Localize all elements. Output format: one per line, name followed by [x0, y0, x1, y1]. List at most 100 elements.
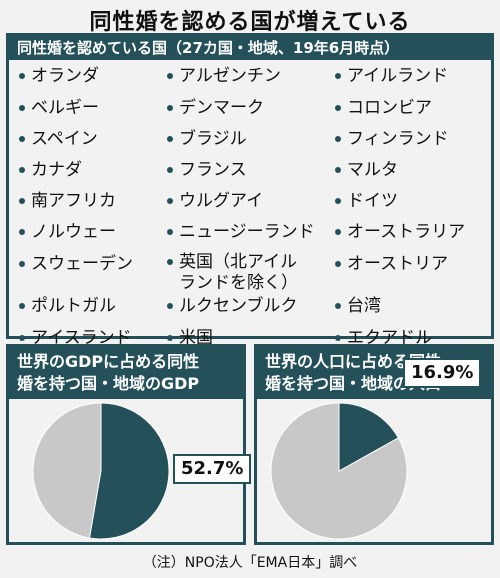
- country-name: 台湾: [347, 296, 381, 316]
- country-name: ウルグアイ: [179, 191, 264, 211]
- country-item: フィンランド: [335, 129, 449, 150]
- country-item: 英国（北アイル ランドを除く）: [167, 252, 298, 294]
- country-item: 台湾: [335, 296, 381, 317]
- country-name: スウェーデン: [31, 254, 133, 274]
- country-list-header: 同性婚を認めている国（27カ国・地域、19年6月時点）: [9, 36, 491, 60]
- bullet-icon: [19, 105, 25, 111]
- country-item: ポルトガル: [19, 296, 116, 317]
- country-name: カナダ: [31, 160, 82, 180]
- bullet-icon: [167, 167, 173, 173]
- country-list-panel: 同性婚を認めている国（27カ国・地域、19年6月時点） オランダベルギースペイン…: [6, 33, 494, 348]
- population-chart-panel: 世界の人口に占める同性 婚を持つ国・地域の人口 16.9%: [254, 344, 494, 545]
- bullet-icon: [167, 259, 173, 265]
- country-name: フランス: [179, 160, 247, 180]
- country-item: デンマーク: [167, 98, 264, 119]
- bullet-icon: [167, 73, 173, 79]
- country-name: ニュージーランド: [179, 222, 315, 242]
- country-item: ニュージーランド: [167, 222, 315, 243]
- bullet-icon: [19, 229, 25, 235]
- gdp-pie-chart: [32, 402, 170, 540]
- country-item: ドイツ: [335, 191, 398, 212]
- country-item: 米国: [167, 328, 213, 349]
- country-name: ノルウェー: [31, 222, 116, 242]
- bullet-icon: [335, 335, 341, 341]
- country-name: 南アフリカ: [31, 191, 116, 211]
- country-item: フランス: [167, 160, 247, 181]
- bullet-icon: [167, 303, 173, 309]
- bullet-icon: [19, 73, 25, 79]
- country-name: アルゼンチン: [179, 66, 281, 86]
- population-pie-rest-slice: [270, 402, 408, 540]
- country-item: アイスランド: [19, 328, 132, 349]
- gdp-chart-title-line2: 婚を持つ国・地域のGDP: [17, 374, 200, 393]
- bullet-icon: [335, 105, 341, 111]
- population-chart-title-line2: 婚を持つ国・地域の人口: [265, 374, 442, 393]
- bullet-icon: [167, 335, 173, 341]
- country-item: マルタ: [335, 160, 398, 181]
- gdp-chart-title: 世界のGDPに占める同性 婚を持つ国・地域のGDP: [9, 347, 243, 399]
- country-item: アイルランド: [335, 66, 448, 87]
- country-name: 英国（北アイル: [179, 252, 298, 272]
- bullet-icon: [335, 136, 341, 142]
- country-item: エクアドル: [335, 328, 432, 349]
- country-name: オーストラリア: [347, 222, 466, 242]
- country-name: デンマーク: [179, 98, 264, 118]
- country-item: ブラジル: [167, 129, 247, 150]
- bullet-icon: [19, 261, 25, 267]
- bullet-icon: [335, 229, 341, 235]
- bullet-icon: [335, 261, 341, 267]
- country-item: オーストラリア: [335, 222, 465, 243]
- source-note: （注）NPO法人「EMA日本」調べ: [142, 555, 358, 571]
- bullet-icon: [335, 167, 341, 173]
- country-item: オランダ: [19, 66, 99, 87]
- gdp-chart-title-line1: 世界のGDPに占める同性: [17, 352, 200, 371]
- country-item: カナダ: [19, 160, 82, 181]
- bullet-icon: [19, 167, 25, 173]
- gdp-pie-rest-slice: [32, 402, 102, 539]
- bullet-icon: [335, 73, 341, 79]
- bullet-icon: [19, 303, 25, 309]
- population-pie-share-slice: [338, 402, 400, 472]
- country-name: ドイツ: [347, 191, 398, 211]
- country-name: 米国: [179, 328, 213, 348]
- country-item: スウェーデン: [19, 254, 133, 275]
- country-name: ルクセンブルク: [179, 296, 298, 316]
- country-name: コロンビア: [347, 98, 432, 118]
- bullet-icon: [19, 136, 25, 142]
- population-value-label: 16.9%: [403, 358, 482, 388]
- bullet-icon: [19, 335, 25, 341]
- country-name: オランダ: [31, 66, 99, 86]
- page-title: 同性婚を認める国が増えている: [89, 10, 411, 35]
- bullet-icon: [167, 198, 173, 204]
- country-item: 南アフリカ: [19, 191, 116, 212]
- bullet-icon: [335, 198, 341, 204]
- country-name-continued: ランドを除く）: [179, 273, 298, 293]
- country-item: コロンビア: [335, 98, 432, 119]
- country-name: マルタ: [347, 160, 398, 180]
- country-name: アイスランド: [31, 328, 132, 348]
- gdp-pie-share-slice: [88, 402, 170, 540]
- gdp-chart-panel: 世界のGDPに占める同性 婚を持つ国・地域のGDP 52.7%: [6, 344, 252, 545]
- bullet-icon: [167, 229, 173, 235]
- country-name: オーストリア: [347, 254, 449, 274]
- country-item: ベルギー: [19, 98, 99, 119]
- bullet-icon: [335, 303, 341, 309]
- country-item: アルゼンチン: [167, 66, 281, 87]
- population-pie-chart: [270, 402, 408, 540]
- country-name: スペイン: [31, 129, 98, 149]
- country-name: フィンランド: [347, 129, 449, 149]
- country-name: エクアドル: [347, 328, 432, 348]
- country-name: アイルランド: [347, 66, 449, 86]
- population-chart-title-line1: 世界の人口に占める同性: [265, 352, 442, 371]
- country-name: ブラジル: [179, 129, 247, 149]
- country-item: オーストリア: [335, 254, 448, 275]
- bullet-icon: [167, 136, 173, 142]
- gdp-value-label: 52.7%: [173, 454, 252, 484]
- bullet-icon: [19, 198, 25, 204]
- country-name: ポルトガル: [31, 296, 116, 316]
- bullet-icon: [167, 105, 173, 111]
- country-item: ウルグアイ: [167, 191, 263, 212]
- country-name: ベルギー: [31, 98, 99, 118]
- country-item: スペイン: [19, 129, 98, 150]
- country-item: ルクセンブルク: [167, 296, 298, 317]
